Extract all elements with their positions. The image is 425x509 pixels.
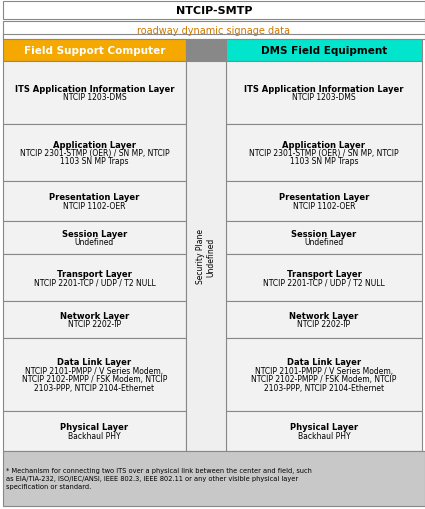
Text: DMS Field Equipment: DMS Field Equipment [261,46,387,56]
Text: ITS Application Information Layer: ITS Application Information Layer [244,84,404,94]
Bar [186,62,226,451]
Text: NTCIP 2101-PMPP / V Series Modem,: NTCIP 2101-PMPP / V Series Modem, [255,366,393,375]
Bar [226,125,422,182]
Text: Data Link Layer: Data Link Layer [287,357,361,366]
Bar [226,182,422,221]
Text: ITS Application Information Layer: ITS Application Information Layer [15,84,174,94]
Bar [3,301,186,338]
Text: Session Layer: Session Layer [292,229,357,238]
Bar [3,2,425,20]
Bar [226,62,422,125]
Text: NTCIP 2102-PMPP / FSK Modem, NTCIP: NTCIP 2102-PMPP / FSK Modem, NTCIP [251,375,397,383]
Text: 2103-PPP, NTCIP 2104-Ethernet: 2103-PPP, NTCIP 2104-Ethernet [34,383,155,392]
Bar [226,301,422,338]
Text: NTCIP 2201-TCP / UDP / T2 NULL: NTCIP 2201-TCP / UDP / T2 NULL [34,278,156,287]
Bar [3,35,425,40]
Text: NTCIP-SMTP: NTCIP-SMTP [176,6,252,16]
Bar [3,451,425,506]
Text: Security Plane
Undefined: Security Plane Undefined [196,229,216,284]
Text: Transport Layer: Transport Layer [57,269,132,278]
Bar [226,338,422,411]
Text: Session Layer: Session Layer [62,229,127,238]
Text: Undefined: Undefined [75,238,114,247]
Bar [3,338,186,411]
Text: * Mechanism for connecting two ITS over a physical link between the center and f: * Mechanism for connecting two ITS over … [6,468,312,490]
Text: NTCIP 2101-PMPP / V Series Modem,: NTCIP 2101-PMPP / V Series Modem, [26,366,164,375]
Text: NTCIP 2202-IP: NTCIP 2202-IP [68,320,121,329]
Text: 1103 SN MP Traps: 1103 SN MP Traps [290,157,358,166]
Text: NTCIP 1102-OER: NTCIP 1102-OER [293,202,355,210]
Text: Transport Layer: Transport Layer [286,269,361,278]
Text: NTCIP 2301-STMP (OER) / SN MP, NTCIP: NTCIP 2301-STMP (OER) / SN MP, NTCIP [249,149,399,158]
Text: NTCIP 1102-OER: NTCIP 1102-OER [63,202,126,210]
Text: Application Layer: Application Layer [283,140,366,149]
Bar [3,125,186,182]
Text: Network Layer: Network Layer [289,311,359,320]
Text: Presentation Layer: Presentation Layer [49,193,140,202]
Bar [3,62,186,125]
Text: Backhaul PHY: Backhaul PHY [68,431,121,440]
Bar [226,40,422,62]
Bar [3,411,186,451]
Text: Backhaul PHY: Backhaul PHY [298,431,350,440]
Bar [3,221,186,254]
Bar [226,221,422,254]
Text: Undefined: Undefined [304,238,344,247]
Text: Physical Layer: Physical Layer [60,422,128,432]
Bar [226,254,422,301]
Text: NTCIP 2102-PMPP / FSK Modem, NTCIP: NTCIP 2102-PMPP / FSK Modem, NTCIP [22,375,167,383]
Text: Physical Layer: Physical Layer [290,422,358,432]
Text: Application Layer: Application Layer [53,140,136,149]
Text: Field Support Computer: Field Support Computer [24,46,165,56]
Text: NTCIP 2301-STMP (OER) / SN MP, NTCIP: NTCIP 2301-STMP (OER) / SN MP, NTCIP [20,149,169,158]
Bar [226,411,422,451]
Text: Network Layer: Network Layer [60,311,129,320]
Bar [186,40,226,62]
Bar [3,182,186,221]
Text: Presentation Layer: Presentation Layer [279,193,369,202]
Bar [3,40,186,62]
Text: NTCIP 2201-TCP / UDP / T2 NULL: NTCIP 2201-TCP / UDP / T2 NULL [263,278,385,287]
Bar [3,22,425,40]
Text: 2103-PPP, NTCIP 2104-Ethernet: 2103-PPP, NTCIP 2104-Ethernet [264,383,384,392]
Text: roadway dynamic signage data: roadway dynamic signage data [138,26,291,36]
Text: NTCIP 1203-DMS: NTCIP 1203-DMS [292,93,356,102]
Bar [3,254,186,301]
Text: NTCIP 2202-IP: NTCIP 2202-IP [298,320,351,329]
Text: Data Link Layer: Data Link Layer [57,357,132,366]
Text: 1103 SN MP Traps: 1103 SN MP Traps [60,157,129,166]
Text: NTCIP 1203-DMS: NTCIP 1203-DMS [62,93,126,102]
